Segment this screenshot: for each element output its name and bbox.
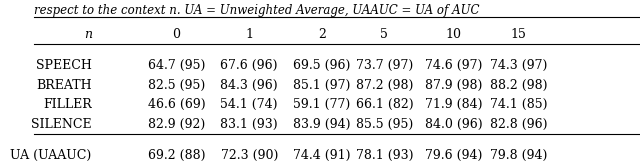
Text: 64.7 (95): 64.7 (95) bbox=[148, 59, 205, 72]
Text: 74.3 (97): 74.3 (97) bbox=[490, 59, 547, 72]
Text: 2: 2 bbox=[318, 28, 326, 41]
Text: 84.3 (96): 84.3 (96) bbox=[220, 79, 278, 92]
Text: 5: 5 bbox=[380, 28, 388, 41]
Text: 71.9 (84): 71.9 (84) bbox=[425, 98, 482, 111]
Text: SILENCE: SILENCE bbox=[31, 118, 92, 131]
Text: 66.1 (82): 66.1 (82) bbox=[355, 98, 413, 111]
Text: 87.9 (98): 87.9 (98) bbox=[425, 79, 482, 92]
Text: 83.9 (94): 83.9 (94) bbox=[293, 118, 351, 131]
Text: n: n bbox=[84, 28, 92, 41]
Text: 73.7 (97): 73.7 (97) bbox=[356, 59, 413, 72]
Text: FILLER: FILLER bbox=[43, 98, 92, 111]
Text: 87.2 (98): 87.2 (98) bbox=[356, 79, 413, 92]
Text: 69.2 (88): 69.2 (88) bbox=[148, 149, 205, 161]
Text: 74.1 (85): 74.1 (85) bbox=[490, 98, 548, 111]
Text: 79.6 (94): 79.6 (94) bbox=[425, 149, 482, 161]
Text: SPEECH: SPEECH bbox=[36, 59, 92, 72]
Text: 46.6 (69): 46.6 (69) bbox=[148, 98, 205, 111]
Text: 0: 0 bbox=[173, 28, 180, 41]
Text: 82.8 (96): 82.8 (96) bbox=[490, 118, 548, 131]
Text: 69.5 (96): 69.5 (96) bbox=[293, 59, 351, 72]
Text: 78.1 (93): 78.1 (93) bbox=[356, 149, 413, 161]
Text: 59.1 (77): 59.1 (77) bbox=[293, 98, 351, 111]
Text: 54.1 (74): 54.1 (74) bbox=[220, 98, 278, 111]
Text: 10: 10 bbox=[445, 28, 461, 41]
Text: 74.4 (91): 74.4 (91) bbox=[293, 149, 351, 161]
Text: 1: 1 bbox=[245, 28, 253, 41]
Text: 67.6 (96): 67.6 (96) bbox=[220, 59, 278, 72]
Text: 85.5 (95): 85.5 (95) bbox=[356, 118, 413, 131]
Text: 79.8 (94): 79.8 (94) bbox=[490, 149, 547, 161]
Text: respect to the context n. UA = Unweighted Average, UAAUC = UA of AUC: respect to the context n. UA = Unweighte… bbox=[34, 4, 479, 17]
Text: 88.2 (98): 88.2 (98) bbox=[490, 79, 548, 92]
Text: 72.3 (90): 72.3 (90) bbox=[221, 149, 278, 161]
Text: UA (UAAUC): UA (UAAUC) bbox=[10, 149, 92, 161]
Text: 82.5 (95): 82.5 (95) bbox=[148, 79, 205, 92]
Text: 85.1 (97): 85.1 (97) bbox=[293, 79, 351, 92]
Text: 83.1 (93): 83.1 (93) bbox=[220, 118, 278, 131]
Text: BREATH: BREATH bbox=[36, 79, 92, 92]
Text: 82.9 (92): 82.9 (92) bbox=[148, 118, 205, 131]
Text: 74.6 (97): 74.6 (97) bbox=[425, 59, 482, 72]
Text: 15: 15 bbox=[511, 28, 527, 41]
Text: 84.0 (96): 84.0 (96) bbox=[424, 118, 482, 131]
